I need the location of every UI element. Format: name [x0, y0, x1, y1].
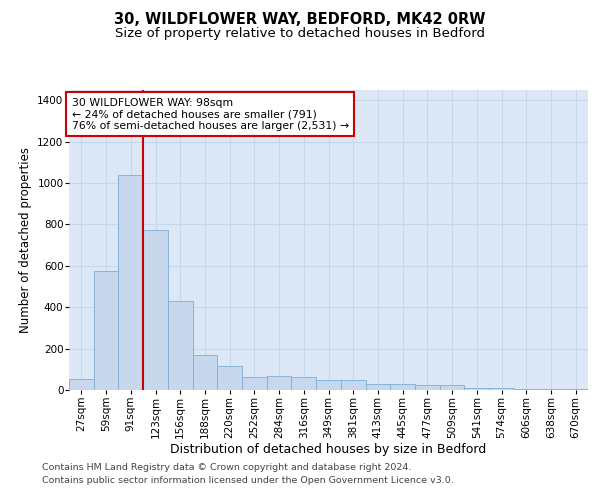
Bar	[168, 301, 193, 390]
Bar	[464, 388, 489, 390]
Y-axis label: Number of detached properties: Number of detached properties	[19, 147, 32, 333]
X-axis label: Distribution of detached houses by size in Bedford: Distribution of detached houses by size …	[170, 443, 487, 456]
Text: Size of property relative to detached houses in Bedford: Size of property relative to detached ho…	[115, 28, 485, 40]
Bar	[415, 386, 440, 390]
Bar	[539, 389, 563, 390]
Text: 30, WILDFLOWER WAY, BEDFORD, MK42 0RW: 30, WILDFLOWER WAY, BEDFORD, MK42 0RW	[115, 12, 485, 28]
Bar	[193, 355, 217, 390]
Bar	[69, 378, 94, 390]
Text: Contains public sector information licensed under the Open Government Licence v3: Contains public sector information licen…	[42, 476, 454, 485]
Bar	[365, 384, 390, 390]
Bar	[242, 376, 267, 390]
Bar	[94, 271, 118, 390]
Bar	[341, 380, 365, 390]
Bar	[316, 380, 341, 390]
Text: 30 WILDFLOWER WAY: 98sqm
← 24% of detached houses are smaller (791)
76% of semi-: 30 WILDFLOWER WAY: 98sqm ← 24% of detach…	[71, 98, 349, 130]
Bar	[514, 389, 539, 390]
Bar	[267, 376, 292, 390]
Bar	[563, 389, 588, 390]
Bar	[118, 175, 143, 390]
Bar	[143, 230, 168, 390]
Bar	[292, 376, 316, 390]
Text: Contains HM Land Registry data © Crown copyright and database right 2024.: Contains HM Land Registry data © Crown c…	[42, 464, 412, 472]
Bar	[489, 388, 514, 390]
Bar	[390, 384, 415, 390]
Bar	[440, 386, 464, 390]
Bar	[217, 366, 242, 390]
